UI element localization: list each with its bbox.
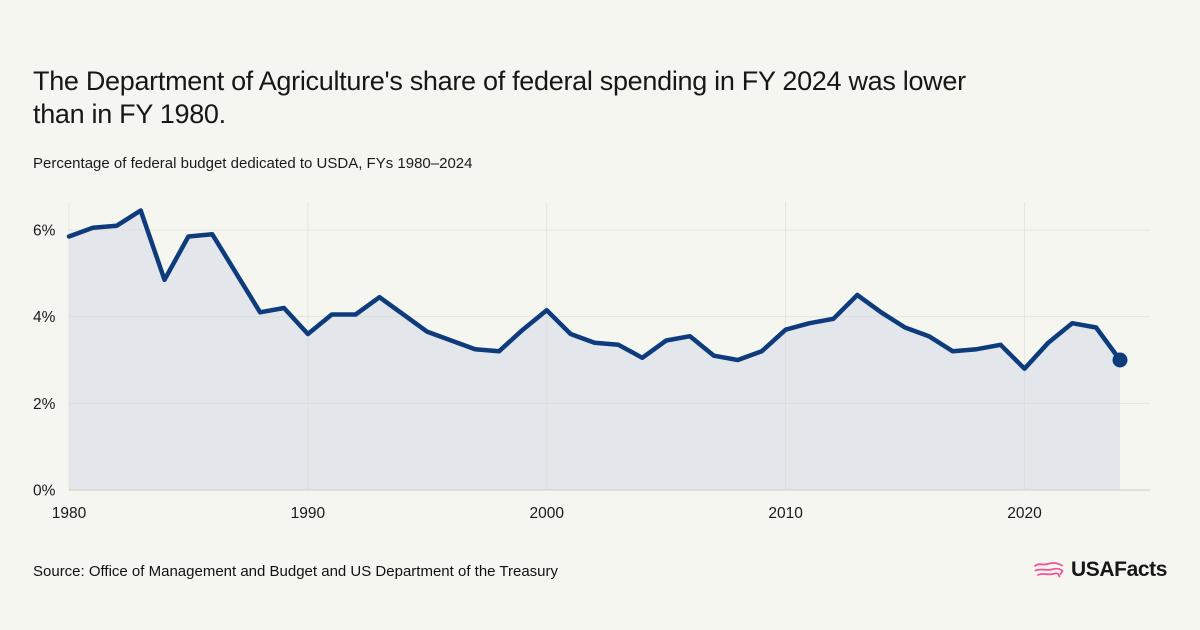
usafacts-logo: USAFacts [1033,558,1167,582]
svg-text:6%: 6% [33,223,56,240]
usafacts-map-icon [1034,562,1064,578]
chart-title: The Department of Agriculture's share of… [33,65,1123,131]
chart-subtitle: Percentage of federal budget dedicated t… [33,155,473,172]
svg-text:2000: 2000 [529,505,564,522]
svg-text:1990: 1990 [291,505,326,522]
svg-text:0%: 0% [33,483,56,500]
svg-text:2%: 2% [33,396,56,413]
end-point-dot-layer [1112,352,1128,368]
usafacts-wordmark: USAFacts [1071,558,1167,581]
area-fill-layer [69,210,1120,490]
chart-title-line2: than in FY 1980. [33,99,226,130]
x-axis-tick-labels: 1980 1990 2000 2010 2020 [52,505,1042,522]
source-attribution: Source: Office of Management and Budget … [33,563,559,580]
svg-text:2020: 2020 [1007,505,1042,522]
series-line-layer [66,208,1123,371]
y-axis-tick-labels: 0% 2% 4% 6% [33,223,56,500]
grid-lines [68,202,1150,490]
svg-text:2010: 2010 [768,505,803,522]
svg-text:1980: 1980 [52,505,87,522]
chart-title-line1: The Department of Agriculture's share of… [33,66,966,97]
svg-text:4%: 4% [33,309,56,326]
usda-share-area-chart: 0% 2% 4% 6% 1980 1990 2000 2010 2020 [33,202,1150,522]
